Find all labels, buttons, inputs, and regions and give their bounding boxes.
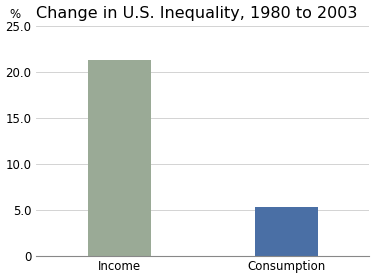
Bar — [255, 207, 318, 256]
Text: Change in U.S. Inequality, 1980 to 2003: Change in U.S. Inequality, 1980 to 2003 — [36, 6, 358, 21]
Bar — [88, 60, 151, 256]
Text: %: % — [10, 8, 21, 21]
